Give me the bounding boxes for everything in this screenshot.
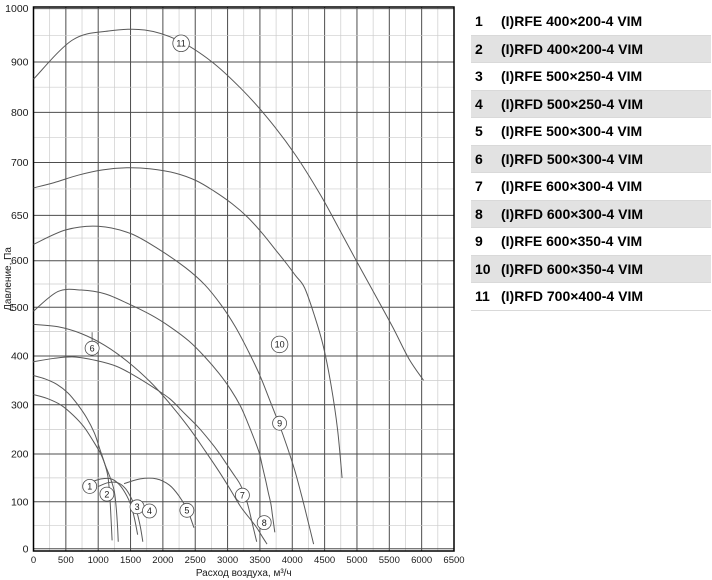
svg-text:5500: 5500 — [379, 555, 400, 566]
svg-text:6500: 6500 — [443, 555, 464, 566]
svg-text:6: 6 — [90, 343, 95, 353]
svg-text:9: 9 — [277, 418, 282, 428]
svg-text:6000: 6000 — [411, 555, 432, 566]
svg-text:4500: 4500 — [314, 555, 335, 566]
svg-text:400: 400 — [11, 351, 29, 363]
svg-text:5: 5 — [184, 506, 189, 516]
svg-text:300: 300 — [11, 399, 29, 411]
svg-text:1000: 1000 — [88, 555, 109, 566]
svg-text:4000: 4000 — [282, 555, 303, 566]
svg-text:1500: 1500 — [120, 555, 141, 566]
svg-text:3500: 3500 — [249, 555, 270, 566]
svg-text:100: 100 — [11, 496, 29, 508]
svg-text:200: 200 — [11, 449, 29, 461]
svg-text:2000: 2000 — [152, 555, 173, 566]
svg-text:3: 3 — [135, 502, 140, 512]
svg-text:3000: 3000 — [217, 555, 238, 566]
svg-text:1000: 1000 — [5, 3, 29, 15]
svg-text:4: 4 — [147, 506, 152, 516]
svg-text:500: 500 — [58, 555, 74, 566]
svg-text:8: 8 — [262, 518, 267, 528]
svg-text:900: 900 — [11, 57, 29, 69]
svg-text:2500: 2500 — [185, 555, 206, 566]
svg-text:7: 7 — [240, 490, 245, 500]
svg-text:10: 10 — [275, 340, 285, 350]
svg-text:0: 0 — [23, 543, 29, 555]
svg-text:700: 700 — [11, 157, 29, 169]
svg-text:Давление, Па: Давление, Па — [3, 247, 14, 311]
svg-text:0: 0 — [31, 555, 36, 566]
svg-text:Расход воздуха, м³/ч: Расход воздуха, м³/ч — [196, 568, 292, 579]
svg-text:2: 2 — [104, 489, 109, 499]
svg-text:11: 11 — [176, 39, 185, 49]
svg-text:800: 800 — [11, 107, 29, 119]
svg-text:1: 1 — [87, 482, 92, 492]
svg-text:650: 650 — [11, 210, 29, 222]
svg-text:5000: 5000 — [346, 555, 367, 566]
